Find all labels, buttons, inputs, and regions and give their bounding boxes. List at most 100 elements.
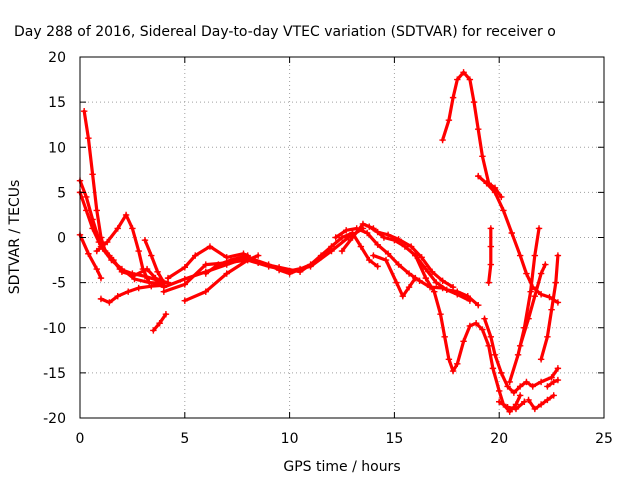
data-point [353,225,360,232]
data-point [487,333,495,340]
data-point [544,333,551,340]
data-point [523,270,530,277]
data-point [437,311,444,318]
series-track-11 [164,243,335,282]
series-line [78,233,103,280]
series-track-24 [516,261,549,349]
data-point [498,369,505,377]
x-axis-label: GPS time / hours [283,459,400,475]
data-point [164,274,172,282]
data-point [544,396,551,404]
data-point [466,297,474,304]
series-track-8 [150,311,170,334]
data-point [472,320,480,327]
data-point [525,315,532,322]
data-point [535,225,543,232]
data-point [254,252,262,259]
data-point [162,311,170,318]
data-point [395,261,402,268]
series-line [497,400,526,411]
data-point [454,76,461,83]
data-point [523,378,530,386]
data-point [328,243,335,250]
x-tick-label: 25 [595,431,613,447]
data-point [554,252,562,259]
x-tick-labels: 0 5 10 15 20 25 [76,431,613,447]
data-point [122,211,130,219]
data-point [548,374,555,381]
data-point [422,265,430,273]
data-point [439,284,446,292]
data-point [504,383,511,390]
data-point [454,360,461,368]
data-point [550,392,557,399]
data-point [106,299,113,306]
y-tick-label: -10 [43,321,66,337]
series-track-19 [412,252,524,415]
data-point [104,238,111,246]
data-point [332,234,339,241]
data-point [449,367,457,375]
series-line [350,231,380,268]
x-tick-label: 5 [180,431,189,447]
series-track-15 [332,225,474,304]
data-point [531,252,539,259]
data-point [544,383,551,390]
data-point [342,227,350,234]
data-point [83,193,90,201]
data-point [500,207,507,214]
x-tick-label: 10 [281,431,299,447]
series-track-3 [76,231,105,282]
data-point [254,259,262,266]
series-line [545,378,560,388]
data-point [460,69,467,76]
data-point [154,268,161,275]
y-tick-labels: -20 -15 -10 -5 0 5 10 15 20 [43,50,66,427]
data-point [439,277,446,285]
data-point [89,171,96,178]
data-point [83,207,90,214]
series-track-13 [202,252,251,277]
series-line [204,253,250,276]
data-point [227,256,235,264]
data-point [449,94,457,101]
data-point [148,252,155,259]
data-point [514,351,522,359]
data-point [506,378,513,386]
data-point [496,387,503,395]
data-point [85,250,92,257]
data-point [525,396,532,404]
data-point [485,279,492,286]
data-point [116,265,124,273]
data-point [93,247,100,255]
series-track-20 [439,69,505,201]
chart-title: Day 288 of 2016, Sidereal Day-to-day VTE… [14,24,556,40]
series-track-27 [485,225,495,286]
data-point [223,254,230,261]
data-point [89,225,96,232]
data-point [97,295,105,303]
y-tick-label: 10 [48,140,66,156]
data-point [407,243,415,250]
data-series [76,69,562,415]
data-point [338,247,346,255]
data-point [215,261,222,268]
data-point [129,270,136,277]
y-tick-label: 15 [48,95,66,111]
data-point [181,275,188,283]
y-axis-label: SDTVAR / TECUs [7,180,23,295]
data-point [485,342,492,349]
data-point [475,172,482,180]
series-track-12 [181,252,262,304]
data-point [428,268,436,275]
data-point [125,288,132,295]
data-point [449,283,457,291]
data-point [516,383,524,390]
data-point [97,274,105,282]
data-point [466,322,474,330]
data-point [498,193,505,201]
data-point [139,265,147,273]
data-point [537,270,545,277]
data-point [135,284,142,292]
data-point [475,126,482,133]
